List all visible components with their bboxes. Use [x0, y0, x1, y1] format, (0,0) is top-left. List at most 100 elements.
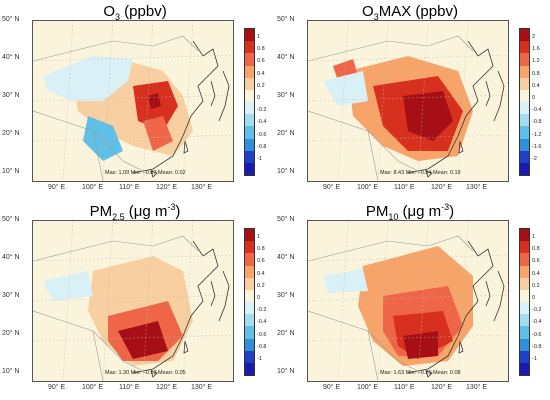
colorbar-swatch: [520, 162, 529, 176]
colorbar-swatch: [520, 102, 529, 115]
colorbar: [244, 228, 255, 376]
longitude-label: 90° E: [323, 384, 341, 391]
map-area: [307, 20, 509, 182]
title-superscript: -3: [441, 202, 450, 212]
colorbar-label: 0.8: [257, 46, 265, 53]
latitude-label: 50° N: [2, 216, 20, 223]
longitude-label: 120° E: [431, 384, 453, 391]
colorbar-swatch: [520, 241, 529, 254]
latitude-label: 10° N: [2, 168, 20, 175]
title-mid: (μg m: [398, 203, 442, 220]
longitude-label: 120° E: [431, 184, 453, 191]
colorbar-label: -1.2: [532, 131, 542, 138]
title-subscript: 2.5: [112, 212, 125, 222]
colorbar-swatch: [245, 229, 254, 242]
panel-o3: O3 (ppbv) 50° N 40° N 30° N 20° N 10° N 90° E 1…: [0, 0, 275, 200]
colorbar-swatch: [245, 241, 254, 254]
colorbar-swatch: [520, 138, 529, 151]
colorbar-label: 0: [257, 295, 261, 301]
latitude-label: 20° N: [277, 130, 295, 137]
colorbar-swatch: [245, 362, 254, 376]
panel-title: O3 (ppbv): [30, 2, 240, 22]
panel-title: PM2.5 (μg m-3): [30, 202, 240, 222]
panel-title: PM10 (μg m-3): [305, 202, 515, 222]
title-unit: ): [175, 203, 181, 220]
stats-text: Max: 1.30 Min: −0.13 Mean: 0.05: [105, 370, 186, 376]
colorbar-label: -0.8: [257, 143, 267, 150]
colorbar-label: -0.6: [532, 331, 542, 338]
colorbar-label: -2: [532, 156, 537, 162]
title-base: O: [103, 3, 115, 20]
stats-text: Max: 1.09 Min: −0.87 Mean: 0.02: [105, 170, 186, 176]
colorbar-label: 0.6: [257, 258, 265, 265]
colorbar-swatch: [245, 126, 254, 139]
colorbar-swatch: [520, 289, 529, 303]
colorbar-label: 0.8: [532, 246, 540, 253]
map-area: [307, 220, 509, 382]
colorbar-label: -0.2: [257, 307, 267, 314]
colorbar-swatch: [520, 41, 529, 54]
colorbar-swatch: [520, 314, 529, 327]
colorbar-swatch: [245, 138, 254, 151]
colorbar-swatch: [520, 362, 529, 376]
latitude-label: 40° N: [2, 254, 20, 261]
longitude-label: 120° E: [156, 384, 178, 391]
title-base: O: [362, 3, 374, 20]
colorbar-swatch: [245, 338, 254, 351]
longitude-label: 130° E: [191, 384, 213, 391]
latitude-label: 40° N: [277, 254, 295, 261]
colorbar-swatch: [520, 302, 529, 315]
colorbar-label: -1: [532, 356, 537, 362]
colorbar-swatch: [245, 41, 254, 54]
colorbar-swatch: [245, 150, 254, 163]
longitude-label: 110° E: [394, 184, 415, 191]
colorbar-swatch: [520, 77, 529, 90]
colorbar-label: -0.8: [532, 343, 542, 350]
colorbar-label: -0.2: [257, 107, 267, 114]
latitude-label: 40° N: [2, 54, 20, 61]
colorbar-swatch: [520, 126, 529, 139]
colorbar-swatch: [520, 150, 529, 163]
colorbar-label: 0.8: [257, 246, 265, 253]
colorbar-swatch: [520, 53, 529, 66]
latitude-label: 30° N: [2, 292, 20, 299]
longitude-label: 100° E: [357, 384, 379, 391]
longitude-label: 130° E: [191, 184, 213, 191]
map-area: [32, 20, 234, 182]
latitude-label: 30° N: [277, 292, 295, 299]
colorbar-swatch: [520, 326, 529, 339]
title-unit: (ppbv): [411, 3, 458, 20]
latitude-label: 50° N: [277, 216, 295, 223]
colorbar-swatch: [245, 314, 254, 327]
colorbar-label: -0.4: [532, 319, 542, 326]
latitude-label: 30° N: [277, 92, 295, 99]
panel-pm10: PM10 (μg m-3) 50° N 40° N 30° N 20° N 10° N 90…: [275, 200, 550, 400]
longitude-label: 90° E: [48, 384, 66, 391]
colorbar-swatch: [245, 302, 254, 315]
colorbar-label: 0.6: [532, 258, 540, 265]
colorbar-label: -1.6: [532, 143, 542, 150]
colorbar-swatch: [520, 65, 529, 78]
longitude-label: 120° E: [156, 184, 178, 191]
colorbar-label: 0.4: [257, 70, 265, 77]
title-subscript: 3: [373, 12, 379, 22]
colorbar-label: 0.4: [532, 270, 540, 277]
stats-text: Max: 8.43 Min: −0.54 Mean: 0.19: [380, 170, 461, 176]
colorbar-label: -0.8: [532, 119, 542, 126]
colorbar-swatch: [245, 77, 254, 90]
colorbar-swatch: [245, 102, 254, 115]
colorbar-swatch: [520, 277, 529, 290]
latitude-label: 10° N: [277, 168, 295, 175]
colorbar-swatch: [245, 114, 254, 127]
longitude-label: 110° E: [394, 384, 415, 391]
title-subscript: 10: [388, 212, 399, 222]
longitude-label: 100° E: [357, 184, 379, 191]
colorbar-label: -0.4: [257, 119, 267, 126]
latitude-label: 30° N: [2, 92, 20, 99]
colorbar-label: -0.2: [532, 307, 542, 314]
latitude-label: 50° N: [277, 16, 295, 23]
colorbar-label: 0.2: [257, 282, 265, 289]
colorbar-swatch: [520, 229, 529, 242]
colorbar-label: -0.6: [257, 331, 267, 338]
colorbar-swatch: [245, 162, 254, 176]
